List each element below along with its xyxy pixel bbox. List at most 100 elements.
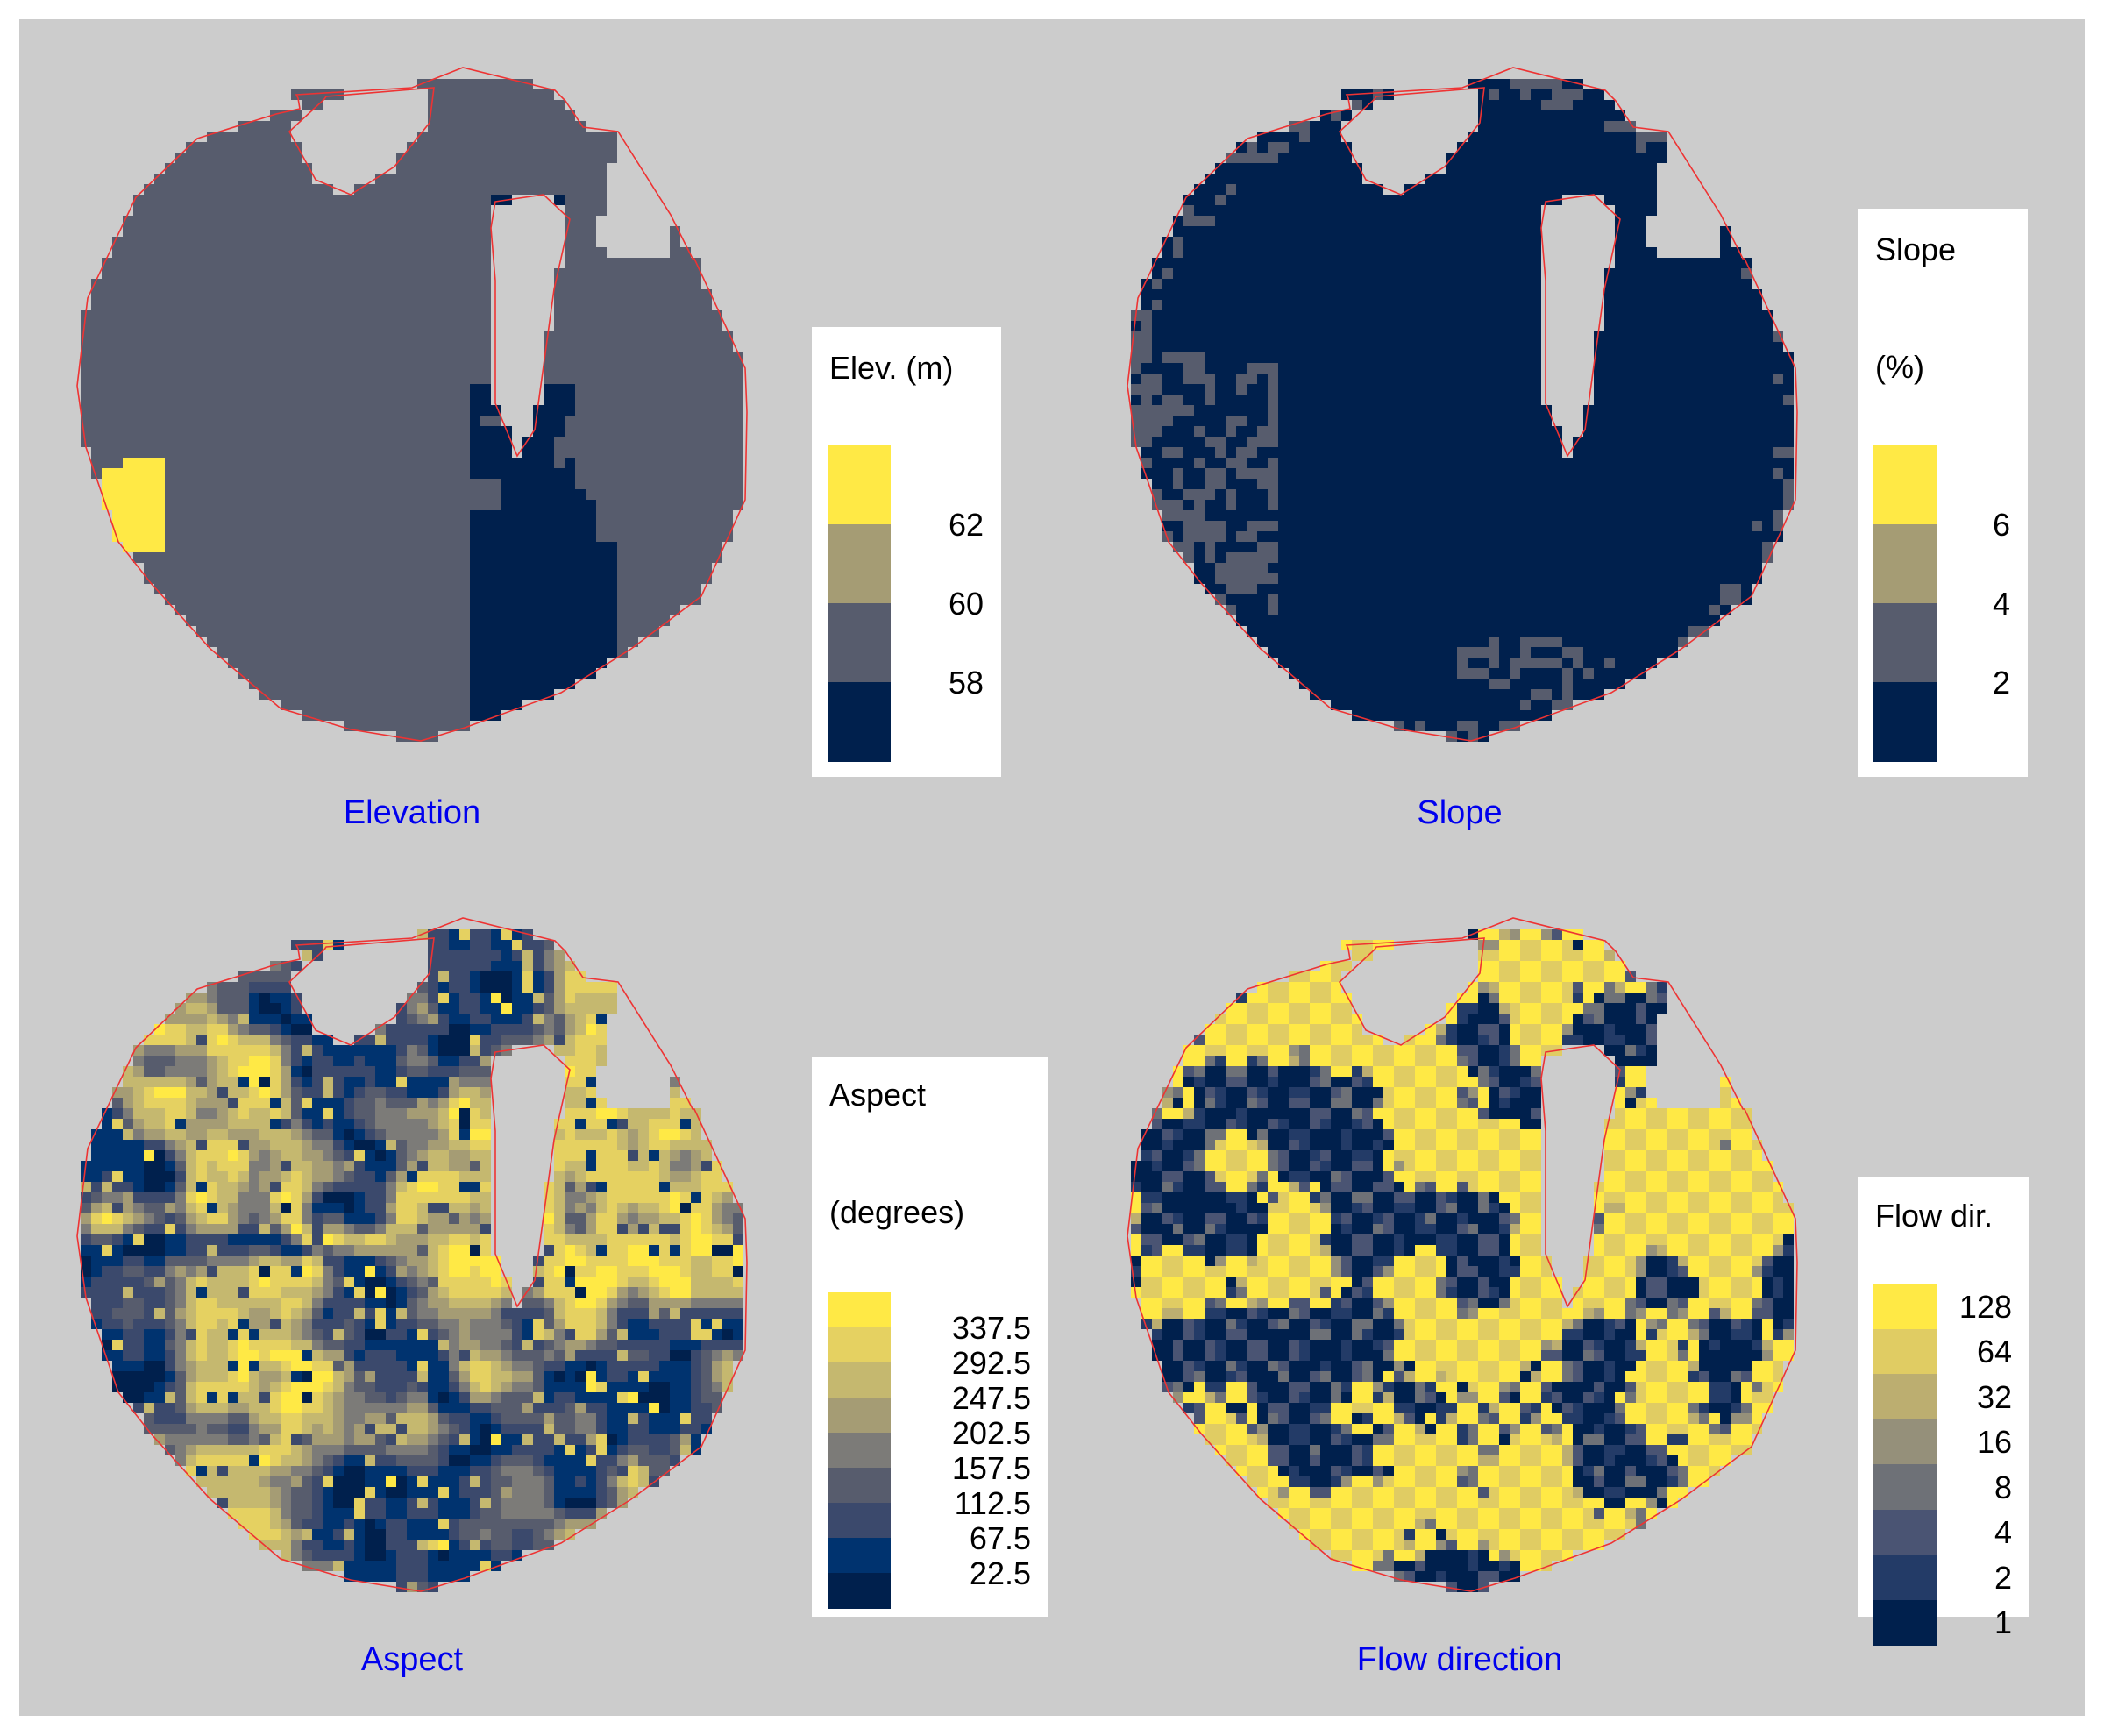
- raster-cell: [596, 300, 607, 310]
- raster-cell: [1499, 342, 1510, 352]
- raster-cell: [565, 615, 575, 626]
- raster-cell: [154, 489, 165, 500]
- raster-cell: [1173, 458, 1184, 468]
- raster-cell: [1383, 426, 1394, 437]
- raster-cell: [1194, 279, 1205, 289]
- raster-cell: [1394, 195, 1404, 205]
- raster-cell: [207, 637, 217, 647]
- raster-cell: [1636, 174, 1646, 184]
- raster-cell: [1531, 510, 1541, 521]
- raster-cell: [123, 479, 133, 489]
- raster-cell: [1604, 426, 1615, 437]
- raster-cell: [1531, 300, 1541, 310]
- raster-cell: [1226, 521, 1236, 531]
- raster-cell: [491, 458, 501, 468]
- raster-cell: [733, 416, 743, 426]
- raster-cell: [459, 479, 470, 489]
- raster-cell: [1667, 384, 1678, 395]
- raster-cell: [1205, 416, 1215, 426]
- raster-cell: [1162, 395, 1173, 405]
- raster-cell: [544, 331, 554, 342]
- raster-cell: [449, 510, 459, 521]
- raster-cell: [217, 184, 228, 195]
- raster-cell: [291, 405, 302, 416]
- raster-cell: [1278, 279, 1289, 289]
- raster-cell: [1478, 100, 1489, 110]
- raster-cell: [1520, 405, 1531, 416]
- raster-cell: [544, 384, 554, 395]
- raster-cell: [207, 321, 217, 331]
- raster-cell: [1341, 552, 1352, 563]
- raster-cell: [491, 426, 501, 437]
- raster-cell: [291, 426, 302, 437]
- raster-cell: [1688, 542, 1699, 552]
- raster-cell: [1773, 374, 1783, 384]
- raster-cell: [428, 342, 438, 352]
- raster-cell: [1362, 247, 1373, 258]
- raster-cell: [1478, 374, 1489, 384]
- raster-cell: [596, 416, 607, 426]
- raster-cell: [1541, 437, 1552, 447]
- raster-cell: [1489, 542, 1499, 552]
- raster-cell: [438, 321, 449, 331]
- raster-cell: [1594, 100, 1604, 110]
- raster-cell: [1625, 216, 1636, 226]
- raster-cell: [575, 615, 586, 626]
- raster-cell: [628, 289, 638, 300]
- raster-cell: [1404, 500, 1415, 510]
- raster-cell: [375, 531, 386, 542]
- raster-cell: [1404, 216, 1415, 226]
- raster-cell: [1552, 100, 1562, 110]
- raster-cell: [1446, 352, 1457, 363]
- raster-cell: [249, 321, 259, 331]
- raster-cell: [1373, 405, 1383, 416]
- raster-cell: [1362, 426, 1373, 437]
- raster-cell: [386, 626, 396, 637]
- raster-cell: [533, 605, 544, 615]
- raster-cell: [1636, 416, 1646, 426]
- raster-cell: [196, 205, 207, 216]
- raster-cell: [196, 174, 207, 184]
- raster-cell: [438, 710, 449, 721]
- raster-cell: [1573, 531, 1583, 542]
- raster-cell: [270, 594, 281, 605]
- raster-cell: [449, 321, 459, 331]
- raster-cell: [333, 521, 344, 531]
- raster-cell: [1425, 416, 1436, 426]
- raster-cell: [1320, 142, 1331, 153]
- raster-cell: [1541, 489, 1552, 500]
- raster-cell: [459, 289, 470, 300]
- raster-cell: [449, 552, 459, 563]
- raster-cell: [1573, 479, 1583, 489]
- raster-cell: [259, 321, 270, 331]
- raster-cell: [575, 342, 586, 352]
- raster-cell: [565, 237, 575, 247]
- raster-cell: [270, 300, 281, 310]
- raster-cell: [1415, 479, 1425, 489]
- raster-cell: [1205, 384, 1215, 395]
- raster-cell: [112, 331, 123, 342]
- raster-cell: [281, 384, 291, 395]
- raster-cell: [491, 100, 501, 110]
- raster-cell: [1341, 195, 1352, 205]
- raster-cell: [1594, 89, 1604, 100]
- raster-cell: [112, 479, 123, 489]
- raster-cell: [1310, 500, 1320, 510]
- raster-cell: [533, 447, 544, 458]
- raster-cell: [186, 331, 196, 342]
- raster-cell: [386, 405, 396, 416]
- raster-cell: [270, 489, 281, 500]
- raster-cell: [312, 331, 323, 342]
- raster-cell: [417, 658, 428, 668]
- raster-cell: [1394, 258, 1404, 268]
- raster-cell: [1362, 374, 1373, 384]
- raster-cell: [291, 700, 302, 710]
- raster-cell: [480, 163, 491, 174]
- raster-cell: [428, 573, 438, 584]
- raster-cell: [1310, 352, 1320, 363]
- raster-cell: [596, 247, 607, 258]
- raster-cell: [196, 447, 207, 458]
- raster-cell: [228, 437, 238, 447]
- raster-cell: [733, 500, 743, 510]
- raster-cell: [281, 426, 291, 437]
